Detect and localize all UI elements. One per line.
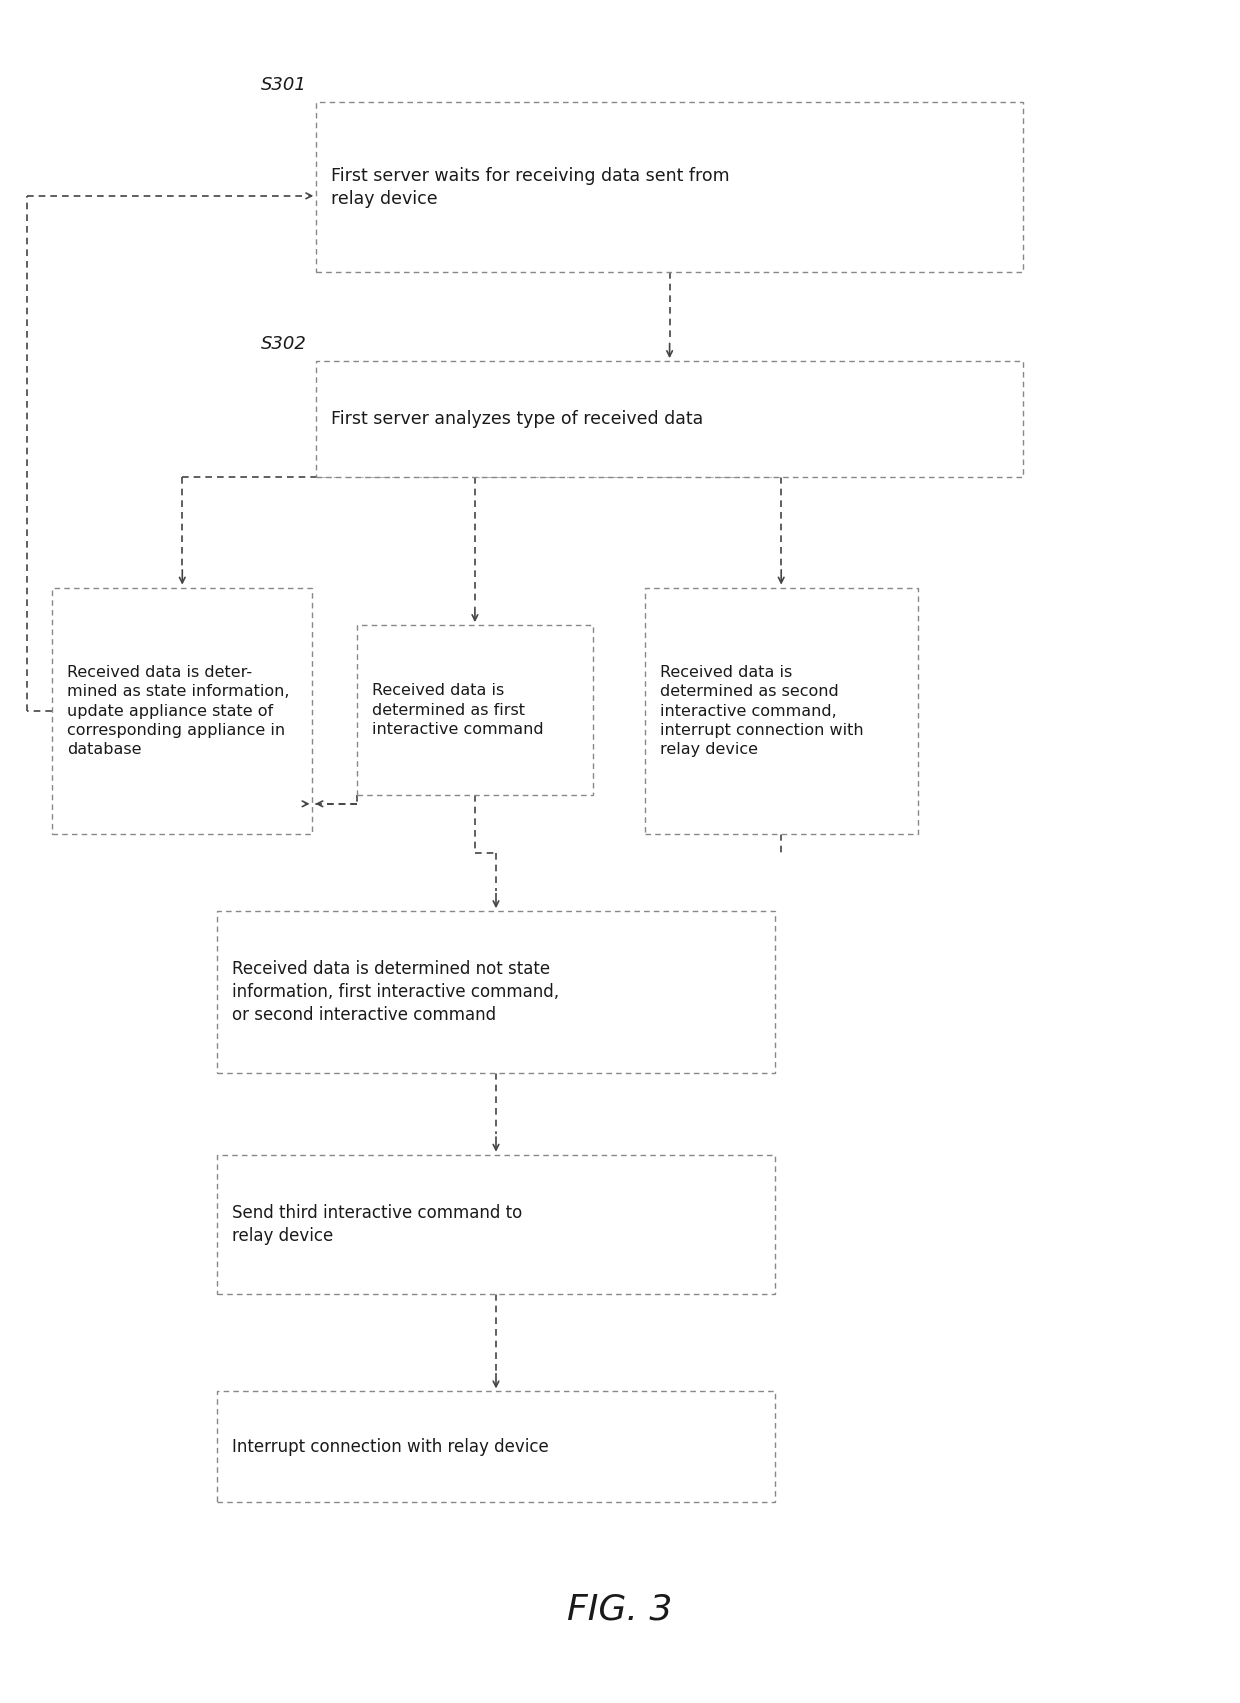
Bar [52,588,312,834]
Bar [217,1155,775,1294]
Text: S301: S301 [260,75,306,94]
Text: Received data is
determined as second
interactive command,
interrupt connection : Received data is determined as second in… [660,666,863,756]
Text: Received data is
determined as first
interactive command: Received data is determined as first int… [372,683,543,737]
Text: Send third interactive command to
relay device: Send third interactive command to relay … [232,1204,522,1245]
Bar [217,911,775,1073]
Bar [217,1391,775,1502]
Text: FIG. 3: FIG. 3 [568,1592,672,1626]
Text: First server analyzes type of received data: First server analyzes type of received d… [331,410,703,427]
Text: Received data is determined not state
information, first interactive command,
or: Received data is determined not state in… [232,960,559,1024]
Text: First server waits for receiving data sent from
relay device: First server waits for receiving data se… [331,167,729,208]
Text: Interrupt connection with relay device: Interrupt connection with relay device [232,1437,548,1456]
Bar [357,625,593,795]
Text: Received data is deter-
mined as state information,
update appliance state of
co: Received data is deter- mined as state i… [67,666,289,756]
Bar [316,102,1023,272]
Bar [645,588,918,834]
Text: S302: S302 [260,334,306,353]
Bar [316,361,1023,477]
